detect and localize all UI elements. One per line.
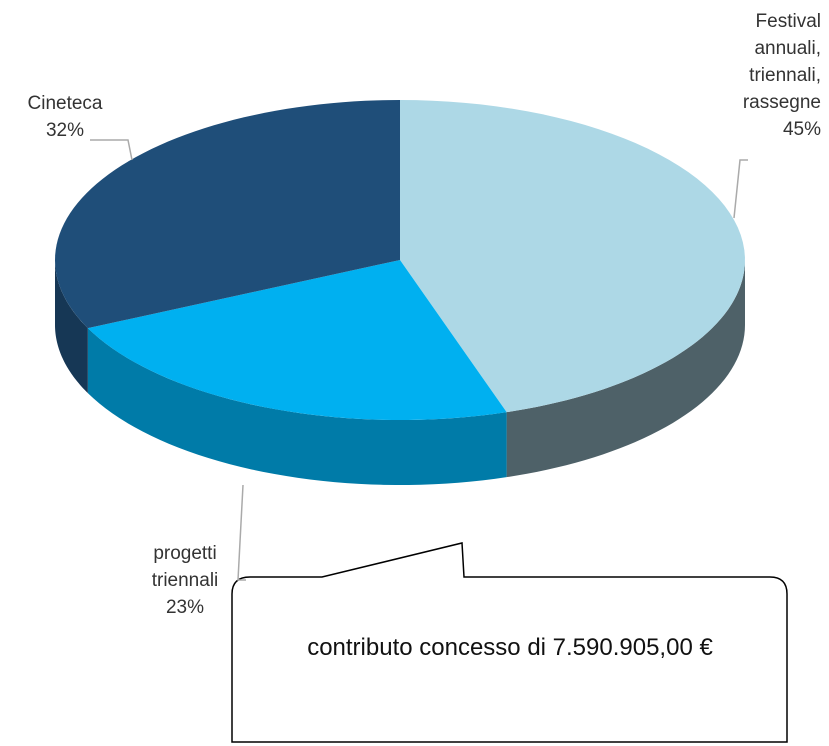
slice-label: progetti triennali 23% [120,540,250,621]
slice-side [506,260,745,478]
slice [87,260,507,420]
annotation: contributo concesso di 7.590.905,00 € [307,634,713,661]
slice [400,100,745,413]
slice-value: 45% [782,119,821,140]
slice-label: Cineteca 32% [10,90,120,144]
slice [55,100,401,329]
slice-value: 23% [165,597,205,618]
slice-side [55,260,88,394]
slice-side [87,328,507,485]
slice-value: 32% [45,120,85,141]
leader-line [237,484,246,581]
slice-category: Festival annuali, triennali, rassegne [742,11,821,113]
slice-category: progetti triennali [151,543,219,591]
pie [55,100,745,485]
leader-line [733,159,748,219]
slice-label: Festival annuali, triennali, rassegne 45% [711,8,821,143]
slice-category: Cineteca [27,93,103,114]
leader-line [90,139,133,161]
